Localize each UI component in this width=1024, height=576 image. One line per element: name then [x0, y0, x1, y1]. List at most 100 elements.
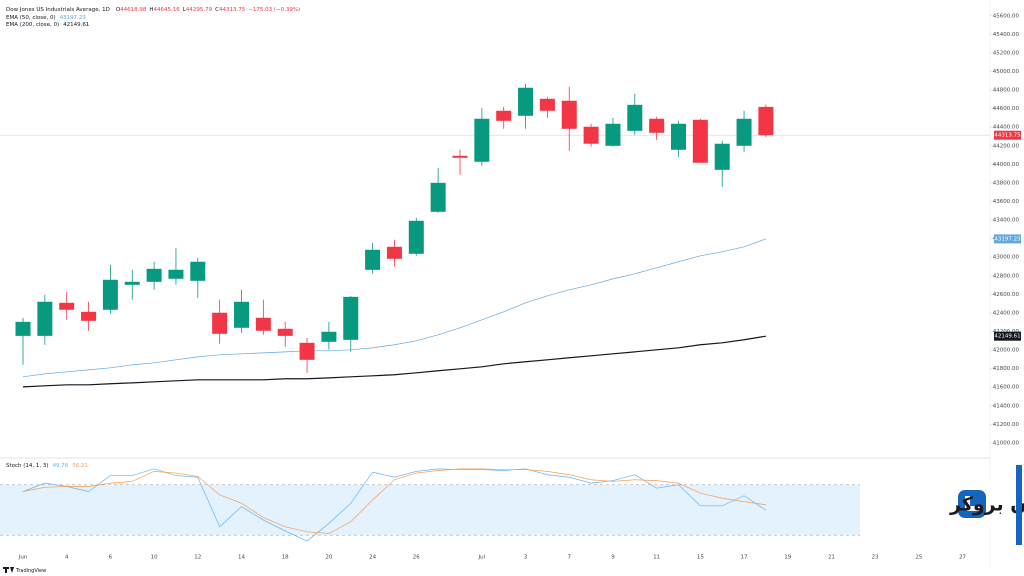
x-tick-label: 27: [959, 555, 966, 561]
ohlc-value: 44295.79: [186, 7, 213, 13]
watermark-text: لیان بروکر: [949, 494, 1024, 516]
ohlc-label: C: [215, 7, 219, 13]
ema-legend-name: EMA (200, close, 0): [6, 22, 59, 28]
brand-name: TradingView: [15, 568, 46, 574]
ema-legend-value: 42149.61: [63, 22, 89, 28]
x-tick-label: 4: [65, 555, 69, 561]
candle-body: [212, 312, 228, 334]
ohlc-label: O: [116, 7, 121, 13]
ema-legend-value: 43197.23: [60, 15, 87, 21]
candle-body: [343, 296, 359, 340]
y-tick-label: 44000.00: [993, 162, 1020, 168]
stoch-line: [22, 468, 766, 534]
candle-body: [692, 119, 708, 163]
x-tick-label: 9: [611, 555, 615, 561]
candle-body: [649, 118, 665, 133]
x-tick-label: 7: [568, 555, 572, 561]
candle-body: [81, 311, 97, 321]
candle-body: [15, 321, 31, 336]
ohlc-value: 44313.75: [219, 7, 246, 13]
y-tick-label: 42600.00: [993, 292, 1020, 298]
x-tick-label: 6: [109, 555, 113, 561]
candle-body: [234, 301, 249, 328]
ohlc-value: 44645.16: [154, 7, 181, 13]
y-tick-label: 41800.00: [993, 366, 1020, 372]
candle-body: [583, 126, 599, 144]
x-tick-label: 17: [741, 555, 748, 561]
ema-legend-name: EMA (50, close, 0): [6, 15, 56, 21]
candle-body: [474, 118, 490, 162]
price-tag-label: 43197.23: [994, 236, 1021, 242]
price-tag-label: 42149.61: [994, 334, 1020, 340]
stoch-line: [22, 468, 767, 542]
y-tick-label: 41000.00: [993, 440, 1020, 446]
price-tag: [994, 331, 1021, 341]
candle-body: [539, 98, 555, 111]
x-tick-label: 23: [872, 555, 879, 561]
x-tick-label: 21: [828, 555, 835, 561]
y-tick-label: 42800.00: [993, 273, 1020, 279]
candle-body: [102, 279, 118, 310]
x-tick-label: Jul: [478, 555, 486, 561]
y-tick-label: 45200.00: [993, 50, 1020, 56]
y-tick-label: 45600.00: [993, 13, 1020, 19]
x-tick-label: Jun: [18, 555, 28, 561]
candle-body: [299, 342, 315, 360]
legend-header: Dow Jones US Industrials Average, 1D O446…: [6, 7, 300, 13]
price-tag-label: 44313.75: [994, 133, 1021, 139]
candle-body: [561, 100, 577, 129]
ema-legend: EMA (50, close, 0) 43197.23: [6, 15, 86, 21]
y-tick-label: 41600.00: [993, 385, 1020, 391]
y-tick-label: 45000.00: [993, 69, 1020, 75]
x-tick-label: 12: [194, 555, 201, 561]
candle-body: [714, 143, 730, 170]
legend-title: Dow Jones US Industrials Average, 1D: [6, 7, 110, 13]
x-tick-label: 15: [697, 555, 704, 561]
x-tick-label: 3: [524, 555, 528, 561]
candle-body: [277, 328, 293, 336]
brand-icon: [3, 567, 14, 573]
y-tick-label: 43000.00: [993, 255, 1020, 261]
y-tick-label: 43800.00: [993, 180, 1020, 186]
candle-body: [124, 281, 140, 285]
candle-body: [518, 87, 534, 116]
stoch-legend-value: 56.21: [72, 463, 88, 469]
ema-line: [22, 238, 767, 378]
y-tick-label: 42000.00: [993, 348, 1020, 354]
stoch-legend: Stoch (14, 1, 3) 49.76 56.21: [6, 463, 88, 469]
candle-body: [59, 302, 75, 310]
candle-body: [452, 155, 468, 158]
y-tick-label: 41400.00: [993, 403, 1020, 409]
watermark-icon-mark: [965, 496, 980, 511]
ema-legend: EMA (200, close, 0) 42149.61: [6, 22, 89, 28]
candle-body: [736, 118, 752, 146]
y-tick-label: 44200.00: [993, 143, 1020, 149]
x-tick-label: 11: [653, 555, 660, 561]
x-tick-label: 18: [282, 555, 289, 561]
candle-body: [365, 249, 381, 270]
tradingview-brand: TradingView: [3, 567, 46, 574]
side-bar: [1016, 465, 1022, 545]
y-tick-label: 43400.00: [993, 218, 1020, 224]
candle-body: [255, 317, 271, 331]
stoch-band: [0, 484, 860, 536]
y-tick-label: 44600.00: [993, 106, 1020, 112]
x-tick-label: 24: [369, 555, 376, 561]
candle-body: [758, 106, 774, 136]
candle-body: [146, 268, 162, 282]
candle-body: [627, 104, 643, 131]
ohlc-label: H: [149, 7, 153, 13]
candle-body: [321, 331, 337, 342]
candle-body: [605, 123, 621, 146]
candle-body: [168, 269, 184, 279]
ohlc-label: L: [183, 7, 187, 13]
x-tick-label: 25: [915, 555, 922, 561]
watermark: لیان بروکر: [866, 478, 1024, 530]
y-tick-label: 44400.00: [993, 125, 1020, 131]
candle-body: [671, 123, 686, 150]
x-tick-label: 19: [784, 555, 791, 561]
ohlc-value: 44618.98: [120, 7, 147, 13]
price-tag: [994, 234, 1021, 244]
